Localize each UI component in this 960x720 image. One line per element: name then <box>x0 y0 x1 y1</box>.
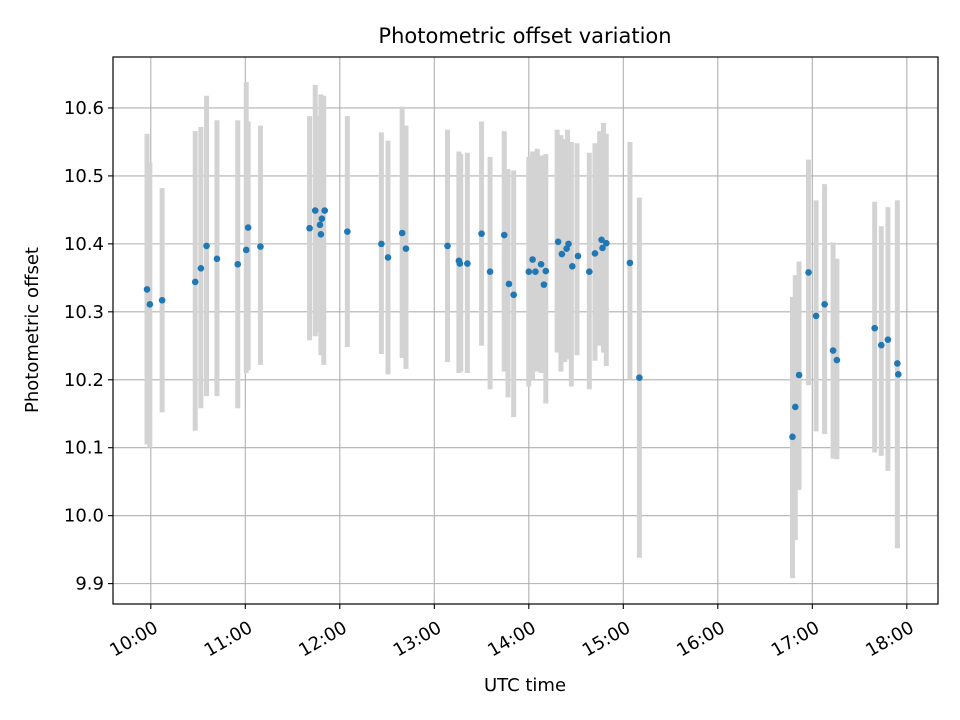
data-point <box>257 243 264 250</box>
data-point <box>510 291 517 299</box>
y-axis-label: Photometric offset <box>22 247 43 413</box>
data-point <box>143 286 151 293</box>
data-point <box>789 433 796 441</box>
data-point <box>833 356 841 364</box>
data-point <box>537 260 545 268</box>
data-points <box>143 207 902 441</box>
data-point <box>197 265 205 272</box>
y-tick-label: 10.2 <box>64 370 104 391</box>
y-tick-label: 10.1 <box>64 438 104 459</box>
chart-title: Photometric offset variation <box>378 24 671 48</box>
data-point <box>500 231 508 239</box>
data-point <box>821 301 828 308</box>
data-point <box>636 374 643 382</box>
data-point <box>402 245 410 252</box>
data-point <box>792 403 799 411</box>
data-point <box>318 215 326 223</box>
data-point <box>532 268 539 276</box>
y-tick-label: 10.4 <box>64 234 104 255</box>
data-point <box>894 360 901 367</box>
data-point <box>540 281 548 288</box>
data-point <box>812 312 820 320</box>
y-tick-label: 10.3 <box>64 302 104 323</box>
data-point <box>871 324 878 332</box>
data-point <box>478 230 485 237</box>
data-point <box>213 255 221 263</box>
data-point <box>203 242 210 250</box>
data-point <box>877 341 885 349</box>
data-point <box>568 262 576 270</box>
data-point <box>146 301 154 308</box>
data-point <box>191 278 199 286</box>
data-point <box>505 280 513 288</box>
data-point <box>805 269 812 276</box>
data-point <box>234 260 242 268</box>
data-point <box>444 242 451 250</box>
data-point <box>464 260 471 267</box>
data-point <box>529 256 536 263</box>
data-point <box>316 221 324 229</box>
data-point <box>384 254 392 261</box>
y-tick-label: 10.0 <box>64 506 104 527</box>
data-point <box>598 236 605 244</box>
y-axis-ticks: 9.9 10.0 10.1 10.2 10.3 10.4 10.5 10.6 <box>64 98 113 595</box>
data-point <box>565 240 572 248</box>
data-point <box>317 231 325 238</box>
data-point <box>158 296 166 304</box>
x-axis-label: UTC time <box>484 675 566 696</box>
data-point <box>321 207 328 214</box>
data-point <box>244 224 252 231</box>
data-point <box>344 228 351 235</box>
data-point <box>311 207 319 214</box>
data-point <box>895 371 902 378</box>
data-point <box>599 244 606 252</box>
data-point <box>829 347 837 354</box>
y-tick-label: 10.5 <box>64 166 104 187</box>
y-tick-label: 9.9 <box>75 574 104 595</box>
data-point <box>306 224 313 232</box>
data-point <box>602 239 610 247</box>
grid <box>113 57 938 604</box>
data-point <box>795 371 803 379</box>
data-point <box>585 268 593 276</box>
data-point <box>884 336 892 343</box>
data-point <box>486 268 494 276</box>
data-point <box>574 252 582 260</box>
data-point <box>456 260 464 267</box>
data-point <box>554 238 562 246</box>
y-tick-label: 10.6 <box>64 98 104 119</box>
data-point <box>542 267 550 275</box>
data-point <box>626 259 634 267</box>
plot-frame <box>112 56 939 605</box>
data-point <box>525 268 533 276</box>
data-point <box>398 229 406 237</box>
data-point <box>378 240 385 248</box>
data-point <box>591 250 599 257</box>
data-point <box>242 246 250 254</box>
data-point <box>558 250 566 258</box>
